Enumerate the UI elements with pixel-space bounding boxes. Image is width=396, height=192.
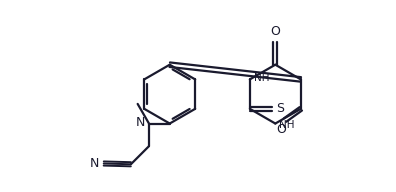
- Text: N: N: [136, 116, 145, 128]
- Text: S: S: [276, 102, 284, 115]
- Text: O: O: [270, 25, 280, 38]
- Text: NH: NH: [253, 73, 269, 83]
- Text: N: N: [89, 157, 99, 170]
- Text: O: O: [276, 123, 286, 136]
- Text: NH: NH: [279, 120, 295, 130]
